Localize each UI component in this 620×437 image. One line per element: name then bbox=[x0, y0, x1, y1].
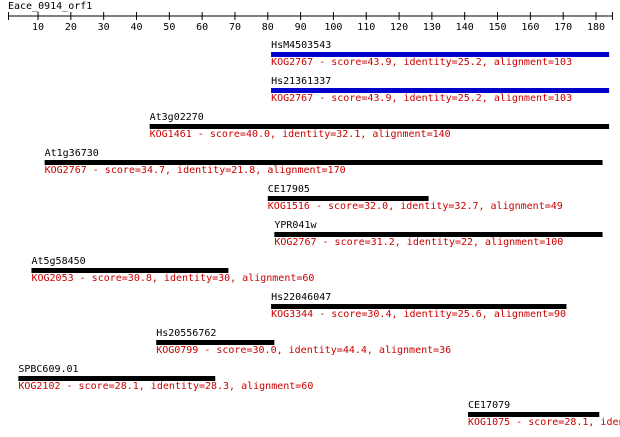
hit-label: KOG3344 - score=30.4, identity=25.6, ali… bbox=[271, 309, 566, 320]
hit-bar bbox=[149, 124, 610, 129]
x-tick-label: 170 bbox=[554, 22, 572, 33]
x-tick-label: 180 bbox=[587, 22, 605, 33]
hit-name: At3g02270 bbox=[150, 112, 204, 123]
hit-bar bbox=[274, 232, 603, 237]
x-tick-label: 100 bbox=[324, 22, 342, 33]
hit-name: CE17079 bbox=[468, 400, 510, 411]
hit-name: At5g58450 bbox=[31, 256, 85, 267]
x-tick-label: 60 bbox=[196, 22, 208, 33]
chart-title: Eace_0914_orf1 bbox=[8, 1, 92, 12]
hit-label: KOG1516 - score=32.0, identity=32.7, ali… bbox=[268, 201, 563, 212]
x-tick-label: 10 bbox=[32, 22, 44, 33]
hit-name: Hs22046047 bbox=[271, 292, 331, 303]
hit-bar bbox=[271, 304, 567, 309]
x-tick-label: 130 bbox=[423, 22, 441, 33]
x-tick-label: 20 bbox=[65, 22, 77, 33]
x-tick-label: 140 bbox=[456, 22, 474, 33]
hit-bar bbox=[156, 340, 275, 345]
hit-name: Hs20556762 bbox=[156, 328, 216, 339]
hit-bar bbox=[18, 376, 216, 381]
hit-label: KOG1075 - score=28.1, iden bbox=[468, 417, 620, 428]
hit-label: KOG2102 - score=28.1, identity=28.3, ali… bbox=[18, 381, 313, 392]
x-tick-label: 50 bbox=[163, 22, 175, 33]
hit-label: KOG2767 - score=43.9, identity=25.2, ali… bbox=[271, 93, 572, 104]
x-tick-label: 160 bbox=[521, 22, 539, 33]
hit-label: KOG0799 - score=30.0, identity=44.4, ali… bbox=[156, 345, 451, 356]
x-tick-label: 120 bbox=[390, 22, 408, 33]
hit-name: At1g36730 bbox=[45, 148, 99, 159]
hit-label: KOG2767 - score=34.7, identity=21.8, ali… bbox=[45, 165, 346, 176]
hit-bar bbox=[31, 268, 229, 273]
hit-bar bbox=[271, 88, 610, 93]
hit-name: HsM4503543 bbox=[271, 40, 331, 51]
hit-bar bbox=[467, 412, 600, 417]
hit-name: CE17905 bbox=[268, 184, 310, 195]
x-tick-label: 90 bbox=[295, 22, 307, 33]
hit-bar bbox=[44, 160, 603, 165]
hit-name: YPR041w bbox=[274, 220, 317, 231]
hit-label: KOG2053 - score=30.8, identity=30, align… bbox=[31, 273, 314, 284]
hit-label: KOG1461 - score=40.0, identity=32.1, ali… bbox=[150, 129, 451, 140]
x-tick-label: 40 bbox=[130, 22, 142, 33]
x-tick-label: 30 bbox=[98, 22, 110, 33]
hit-label: KOG2767 - score=43.9, identity=25.2, ali… bbox=[271, 57, 572, 68]
hit-name: Hs21361337 bbox=[271, 76, 331, 87]
x-tick-label: 150 bbox=[488, 22, 506, 33]
x-tick-label: 80 bbox=[262, 22, 274, 33]
hit-bar bbox=[267, 196, 429, 201]
x-tick-label: 70 bbox=[229, 22, 241, 33]
hit-label: KOG2767 - score=31.2, identity=22, align… bbox=[274, 237, 563, 248]
x-tick-label: 110 bbox=[357, 22, 375, 33]
hit-name: SPBC609.01 bbox=[18, 364, 78, 375]
hit-bar bbox=[271, 52, 610, 57]
